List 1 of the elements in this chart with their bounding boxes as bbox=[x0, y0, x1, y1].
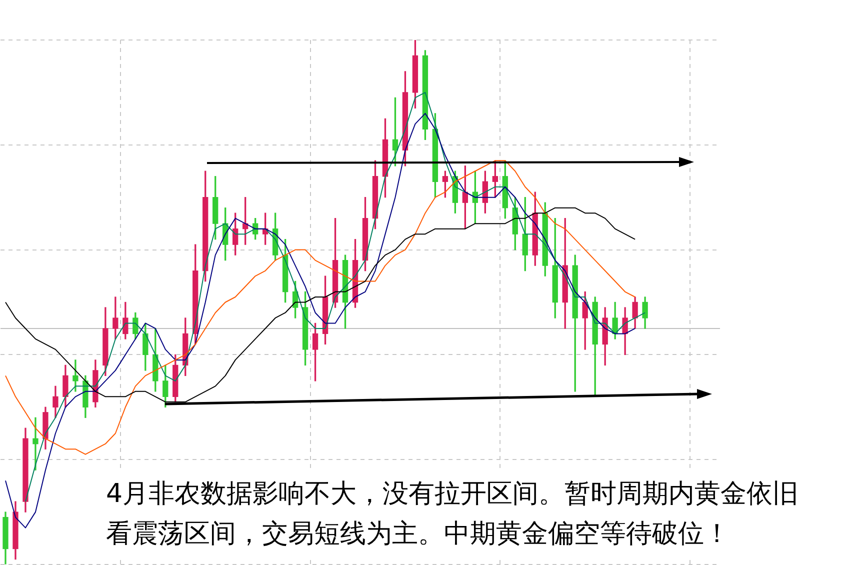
annotation: 4月非农数据影响不大，没有拉开区间。暂时周期内黄金依旧看震荡区间，交易短线为主。中期黄金偏空等待破位！ bbox=[100, 472, 817, 556]
